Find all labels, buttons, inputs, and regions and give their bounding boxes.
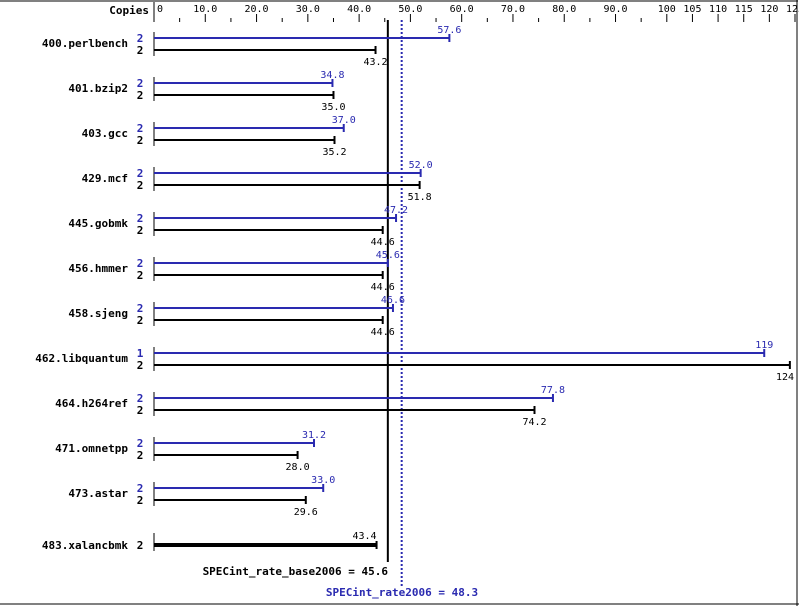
peak-copies: 2 [137,392,144,405]
peak-copies: 2 [137,212,144,225]
base-value-label: 29.6 [294,507,318,518]
tick-label: 110 [709,4,727,15]
peak-copies: 2 [137,122,144,135]
base-value-label: 28.0 [286,462,310,473]
tick-label: 20.0 [245,4,269,15]
base-copies: 2 [137,269,144,282]
peak-value-label: 52.0 [409,160,433,171]
peak-copies: 2 [137,77,144,90]
base-copies: 2 [137,314,144,327]
benchmark-label: 473.astar [68,487,128,500]
tick-label: 100 [658,4,676,15]
benchmark-label: 400.perlbench [42,37,128,50]
base-copies: 2 [137,89,144,102]
benchmark-label: 458.sjeng [68,307,128,320]
base-copies: 2 [137,179,144,192]
peak-value-label: 119 [755,340,773,351]
base-summary-label: SPECint_rate_base2006 = 45.6 [203,565,389,578]
peak-copies: 2 [137,257,144,270]
peak-value-label: 57.6 [437,25,461,36]
peak-copies: 2 [137,302,144,315]
tick-label: 125 [786,4,799,15]
peak-summary-label: SPECint_rate2006 = 48.3 [326,586,478,599]
benchmark-label: 464.h264ref [55,397,128,410]
base-value-label: 35.2 [322,147,346,158]
benchmark-label: 456.hmmer [68,262,128,275]
base-copies: 2 [137,539,144,552]
base-value-label: 74.2 [522,417,546,428]
tick-label: 90.0 [603,4,627,15]
base-copies: 2 [137,224,144,237]
benchmark-label: 445.gobmk [68,217,128,230]
tick-label: 115 [735,4,753,15]
base-value-label: 44.6 [371,327,395,338]
axis-label: Copies [109,4,149,17]
tick-label: 0 [157,4,163,15]
peak-value-label: 77.8 [541,385,565,396]
base-copies: 2 [137,404,144,417]
tick-label: 70.0 [501,4,525,15]
base-value-label: 124 [776,372,794,383]
base-value-label: 43.2 [363,57,387,68]
tick-label: 105 [683,4,701,15]
base-copies: 2 [137,494,144,507]
peak-value-label: 31.2 [302,430,326,441]
benchmark-label: 471.omnetpp [55,442,128,455]
peak-copies: 2 [137,482,144,495]
benchmark-label: 429.mcf [82,172,128,185]
base-value-label: 43.4 [352,531,376,542]
tick-label: 120 [760,4,778,15]
base-value-label: 35.0 [321,102,345,113]
tick-label: 40.0 [347,4,371,15]
base-value-label: 44.6 [371,237,395,248]
base-value-label: 51.8 [408,192,432,203]
base-copies: 2 [137,449,144,462]
tick-label: 30.0 [296,4,320,15]
base-copies: 2 [137,359,144,372]
peak-value-label: 33.0 [311,475,335,486]
tick-label: 10.0 [193,4,217,15]
peak-copies: 1 [137,347,144,360]
benchmark-label: 483.xalancbmk [42,539,128,552]
base-value-label: 44.6 [371,282,395,293]
benchmark-label: 403.gcc [82,127,128,140]
peak-value-label: 45.6 [376,250,400,261]
peak-value-label: 47.2 [384,205,408,216]
benchmark-label: 401.bzip2 [68,82,128,95]
peak-copies: 2 [137,32,144,45]
tick-label: 60.0 [450,4,474,15]
tick-label: 50.0 [398,4,422,15]
peak-copies: 2 [137,167,144,180]
benchmark-label: 462.libquantum [35,352,128,365]
tick-label: 80.0 [552,4,576,15]
base-copies: 2 [137,134,144,147]
peak-value-label: 34.8 [320,70,344,81]
peak-value-label: 46.6 [381,295,405,306]
peak-copies: 2 [137,437,144,450]
peak-value-label: 37.0 [332,115,356,126]
base-copies: 2 [137,44,144,57]
